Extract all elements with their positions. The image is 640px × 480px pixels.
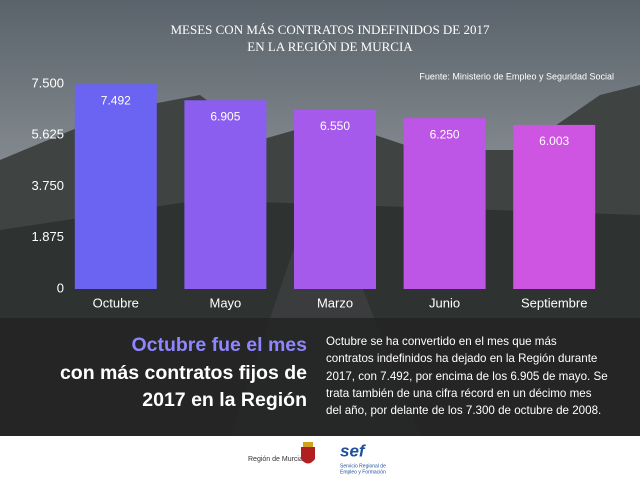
- bar: [513, 124, 596, 289]
- x-tick-label: Junio: [429, 295, 460, 310]
- y-tick-label: 3.750: [31, 178, 64, 193]
- y-tick-label: 1.875: [31, 229, 64, 244]
- paragraph-line: trata también de una cifra récord en un …: [326, 386, 592, 400]
- bar: [403, 118, 486, 290]
- text-panel: [0, 318, 640, 436]
- x-tick-label: Marzo: [317, 295, 353, 310]
- logo-text: Región de Murcia: [248, 456, 303, 463]
- value-label: 6.550: [320, 119, 350, 133]
- value-label: 6.003: [539, 134, 569, 148]
- headline-line: Octubre fue el mes: [131, 334, 307, 356]
- value-label: 6.905: [210, 109, 240, 123]
- footer: Región de Murcia sef Servicio Regional d…: [0, 436, 640, 480]
- x-tick-label: Octubre: [93, 295, 139, 310]
- chart: MESES CON MÁS CONTRATOS INDEFINIDOS DE 2…: [0, 0, 640, 436]
- y-tick-label: 0: [57, 280, 64, 295]
- crown: [303, 442, 313, 447]
- value-label: 7.492: [101, 93, 131, 107]
- bar: [294, 109, 376, 289]
- coat-of-arms: [301, 447, 315, 464]
- paragraph-line: contratos indefinidos ha dejado en la Re…: [326, 352, 598, 366]
- title-line: EN LA REGIÓN DE MURCIA: [247, 39, 413, 54]
- headline-line: 2017 en la Región: [142, 389, 307, 411]
- x-tick-label: Septiembre: [521, 295, 587, 310]
- paragraph-line: Octubre se ha convertido en el mes que m…: [326, 335, 557, 348]
- title-line: MESES CON MÁS CONTRATOS INDEFINIDOS DE 2…: [170, 22, 490, 37]
- y-tick-label: 7.500: [31, 75, 64, 90]
- source: Fuente: Ministerio de Empleo y Seguridad…: [419, 71, 614, 81]
- logo-text: Empleo y Formación: [340, 469, 386, 475]
- headline: Octubre fue el mes con más contratos fij…: [60, 332, 307, 415]
- y-tick-label: 5.625: [31, 127, 64, 142]
- logo-text: Servicio Regional de: [340, 463, 386, 469]
- value-label: 6.250: [430, 127, 460, 141]
- paragraph-line: del año, por delante de los 7.300 de oct…: [326, 404, 602, 418]
- footer-logos: Región de Murcia sef Servicio Regional d…: [248, 441, 386, 475]
- x-tick-label: Mayo: [210, 295, 242, 310]
- headline-line: con más contratos fijos de: [59, 361, 307, 384]
- paragraph-line: 2017, con 7.492, por encima de los 6.905…: [326, 369, 608, 383]
- logo-mark: sef: [340, 441, 367, 460]
- paragraph: Octubre se ha convertido en el mes que m…: [326, 333, 626, 419]
- bar: [74, 84, 157, 290]
- bar: [184, 100, 267, 289]
